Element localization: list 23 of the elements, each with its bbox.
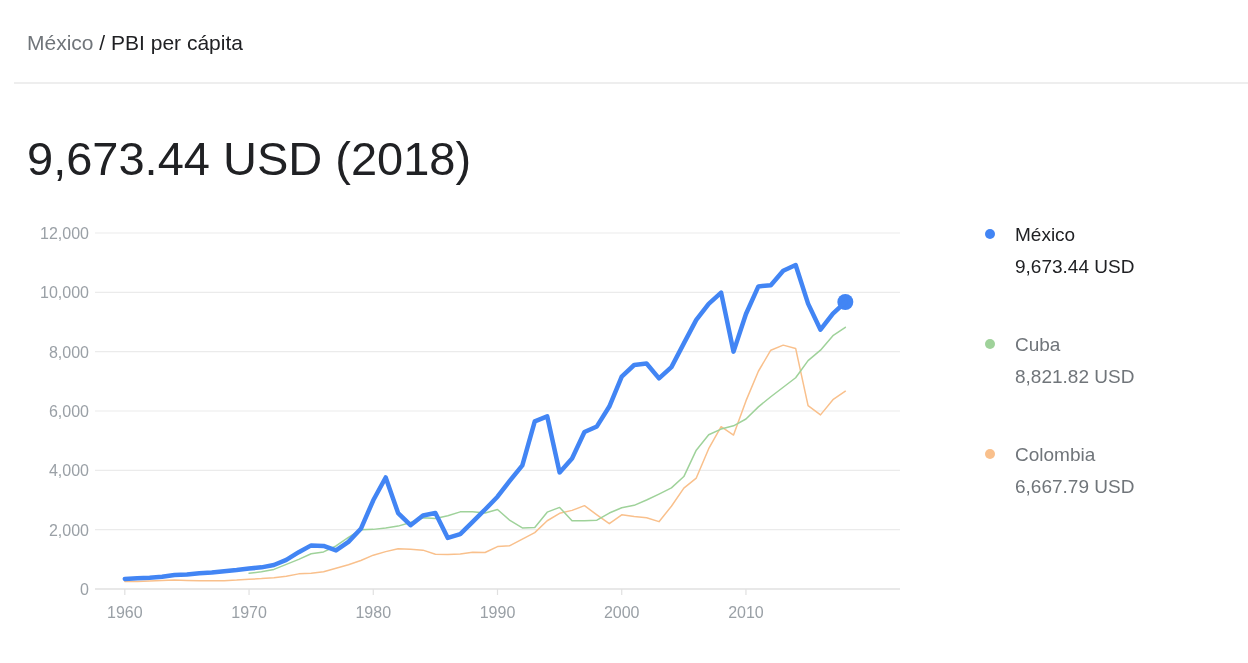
- y-tick-label: 10,000: [40, 284, 90, 302]
- legend-label: Colombia: [1015, 444, 1096, 465]
- y-tick-label: 2,000: [48, 521, 90, 539]
- y-tick-label: 0: [80, 581, 90, 598]
- x-tick-label: 2000: [603, 604, 640, 621]
- y-tick-label: 6,000: [48, 403, 90, 420]
- x-tick-label: 1960: [107, 604, 143, 621]
- x-tick-label: 1970: [231, 604, 267, 621]
- legend-label: Cuba: [1015, 334, 1061, 355]
- y-tick-label: 12,000: [40, 225, 90, 242]
- text: 8,821.82 USD: [1015, 366, 1135, 387]
- text: 6,667.79 USD: [1015, 476, 1135, 497]
- line-series: [248, 326, 847, 575]
- x-tick-label: 1990: [479, 604, 516, 621]
- chart-subtitle: México / PBI per cápita: [27, 31, 244, 54]
- x-tick-label: 2010: [728, 604, 764, 621]
- y-tick-label: 4,000: [48, 462, 90, 480]
- chart-title: 9,673.44 USD (2018): [27, 132, 472, 185]
- legend-label: México: [1015, 224, 1076, 245]
- y-tick-label: 8,000: [48, 343, 90, 361]
- text: 9,673.44 USD: [1015, 256, 1135, 277]
- line-series: [124, 344, 847, 583]
- x-tick-label: 1980: [355, 604, 392, 621]
